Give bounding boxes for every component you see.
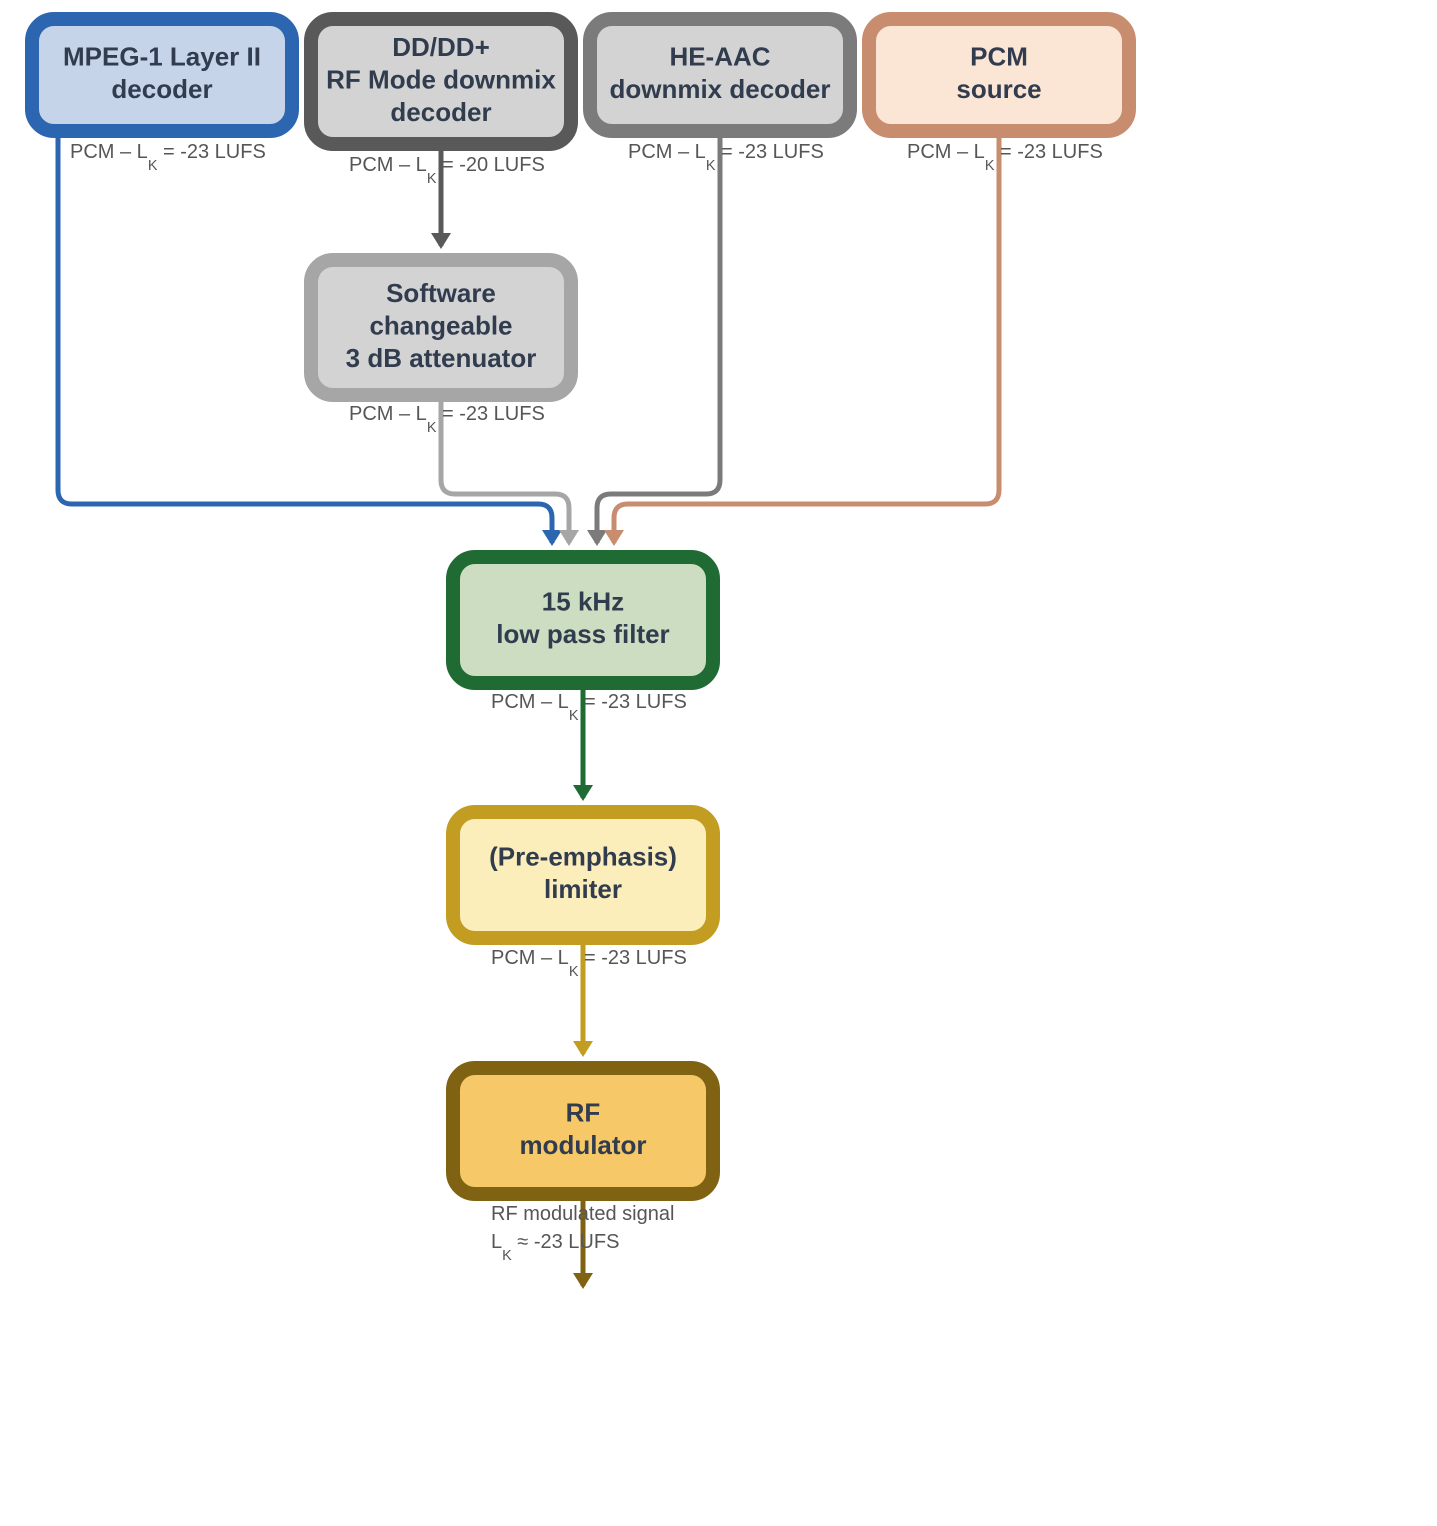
node-rfmod-label-1: RF — [566, 1098, 601, 1128]
node-pcm-label-2: source — [956, 74, 1041, 104]
node-heaac: HE-AACdownmix decoder — [590, 19, 850, 131]
node-lpf: 15 kHzlow pass filter — [453, 557, 713, 683]
node-dddd-label-3: decoder — [390, 97, 491, 127]
node-limiter: (Pre-emphasis)limiter — [453, 812, 713, 938]
node-pcm-label-1: PCM — [970, 42, 1028, 72]
subscript-k: K — [148, 158, 158, 174]
node-dddd-label-2: RF Mode downmix — [326, 64, 556, 94]
node-heaac-label-2: downmix decoder — [609, 74, 830, 104]
node-lpf-label-2: low pass filter — [496, 619, 669, 649]
subscript-k: K — [427, 420, 437, 436]
node-atten-label-2: changeable — [369, 310, 512, 340]
subscript-k: K — [569, 708, 579, 724]
node-atten: Softwarechangeable3 dB attenuator — [311, 260, 571, 395]
node-lpf-label-1: 15 kHz — [542, 587, 624, 617]
subscript-k: K — [706, 158, 716, 174]
node-atten-label-1: Software — [386, 278, 496, 308]
node-dddd: DD/DD+RF Mode downmixdecoder — [311, 19, 571, 144]
node-pcm: PCMsource — [869, 19, 1129, 131]
subscript-k: K — [985, 158, 995, 174]
edge-label-rfmod_out1: RF modulated signal — [491, 1203, 674, 1225]
subscript-k: K — [502, 1248, 512, 1264]
subscript-k: K — [427, 171, 437, 187]
node-limiter-label-1: (Pre-emphasis) — [489, 842, 677, 872]
node-mpeg-label-2: decoder — [111, 74, 212, 104]
node-heaac-label-1: HE-AAC — [669, 42, 770, 72]
node-rfmod: RFmodulator — [453, 1068, 713, 1194]
node-mpeg-label-1: MPEG-1 Layer II — [63, 42, 261, 72]
node-mpeg: MPEG-1 Layer IIdecoder — [32, 19, 292, 131]
subscript-k: K — [569, 964, 579, 980]
node-atten-label-3: 3 dB attenuator — [346, 343, 537, 373]
node-limiter-label-2: limiter — [544, 874, 622, 904]
flowchart-canvas: MPEG-1 Layer IIdecoderDD/DD+RF Mode down… — [0, 0, 1437, 1526]
node-dddd-label-1: DD/DD+ — [392, 32, 490, 62]
node-rfmod-label-2: modulator — [519, 1130, 646, 1160]
